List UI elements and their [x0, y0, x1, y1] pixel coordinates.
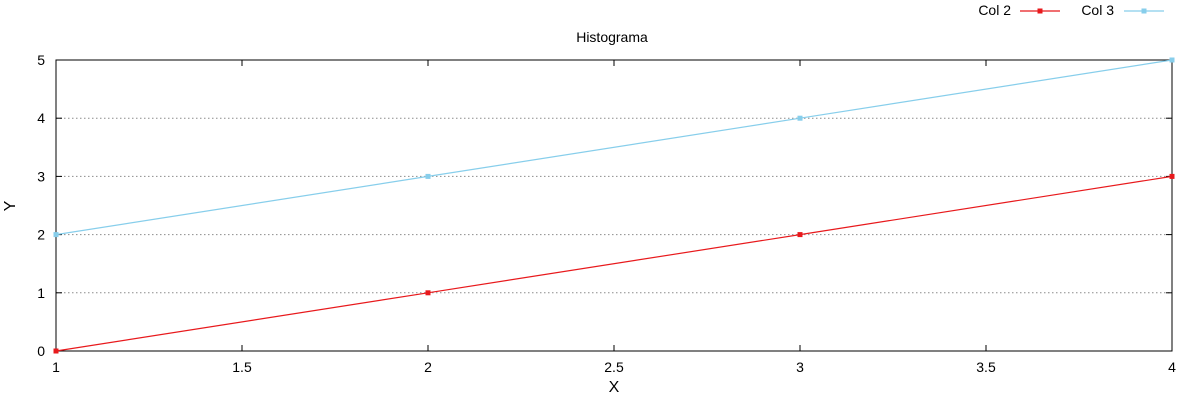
- data-point-col-3: [53, 232, 59, 238]
- data-point-col-3: [1169, 57, 1175, 63]
- data-point-col-3: [797, 115, 803, 121]
- y-tick-label: 4: [37, 110, 45, 126]
- data-point-col-2: [797, 232, 803, 238]
- x-tick-label: 2.5: [604, 359, 624, 375]
- y-tick-label: 5: [37, 52, 45, 68]
- data-point-col-2: [1169, 173, 1175, 179]
- grid-lines: [56, 117, 1172, 294]
- series-group: [53, 57, 1175, 354]
- x-tick-label: 1.5: [232, 359, 252, 375]
- data-point-col-2: [425, 290, 431, 296]
- plot-frame: [55, 59, 1173, 352]
- legend-marker-col-2: [1037, 8, 1043, 14]
- data-point-col-2: [53, 348, 59, 354]
- x-tick-label: 3.5: [976, 359, 996, 375]
- legend-label-col-3: Col 3: [1081, 2, 1114, 18]
- x-tick-label: 1: [52, 359, 60, 375]
- x-tick-label: 4: [1168, 359, 1176, 375]
- legend: Col 2 Col 3: [978, 2, 1164, 18]
- legend-label-col-2: Col 2: [978, 2, 1011, 18]
- y-tick-label: 0: [37, 343, 45, 359]
- x-tick-label: 2: [424, 359, 432, 375]
- chart-title: Histograma: [576, 29, 648, 45]
- x-tick-label: 3: [796, 359, 804, 375]
- y-axis-label: Y: [2, 200, 19, 211]
- y-tick-label: 3: [37, 168, 45, 184]
- data-point-col-3: [425, 173, 431, 179]
- x-axis-label: X: [609, 379, 620, 396]
- series-line-col-2: [55, 175, 1173, 352]
- legend-marker-col-3: [1141, 8, 1147, 14]
- series-line-col-3: [55, 59, 1173, 236]
- y-tick-label: 2: [37, 227, 45, 243]
- y-tick-label: 1: [37, 285, 45, 301]
